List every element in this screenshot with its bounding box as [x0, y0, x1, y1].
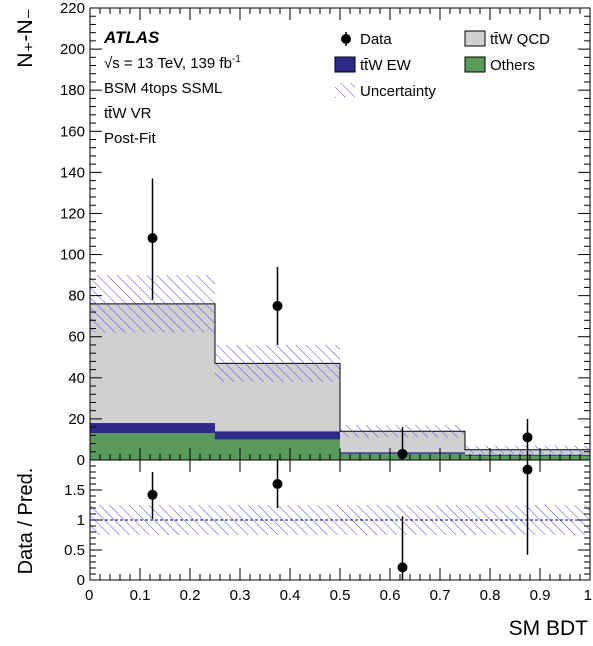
main-y-tick-label: 100 — [60, 247, 85, 264]
region-label: tt̄W VR — [104, 105, 152, 122]
analysis-label: BSM 4tops SSML — [104, 80, 222, 97]
ratio-axis-ticks: 0 0.5 1 1.5 0 0.1 0.2 0.3 0.4 0.5 0.6 0.7 0.8 0.9 1 — [64, 460, 592, 604]
x-tick-label: 0.9 — [530, 587, 551, 604]
legend-swatch-others — [464, 56, 486, 73]
x-tick-label: 0.7 — [430, 587, 451, 604]
ratio-y-tick-label: 1 — [77, 512, 85, 529]
main-y-tick-label: 40 — [68, 370, 85, 387]
ratio-point-bin-2 — [272, 479, 283, 489]
uncertainty-bin-2 — [215, 344, 340, 382]
ratio-point-bin-1 — [147, 489, 158, 500]
main-y-tick-label: 140 — [60, 164, 85, 181]
ratio-y-tick-label: 1.5 — [64, 482, 85, 499]
legend-swatch-tt-w-qcd — [464, 30, 486, 47]
x-axis-title: SM BDT — [509, 617, 589, 640]
x-tick-label: 0.6 — [380, 587, 401, 604]
legend: Data tt̄W QCD tt̄W EW Others Uncertainty — [334, 30, 550, 100]
legend-swatch-tt-w-ew — [334, 56, 356, 73]
bar-others-bin-2 — [215, 439, 340, 460]
x-tick-label: 1 — [584, 587, 592, 604]
main-y-axis-title: N₊-N₋ — [14, 8, 37, 68]
legend-data-marker — [341, 34, 351, 44]
bar-tt-w-ew-bin-2 — [215, 431, 340, 440]
legend-uncertainty-swatch — [335, 83, 355, 98]
main-y-tick-label: 0 — [77, 452, 85, 469]
x-tick-label: 0.3 — [230, 587, 251, 604]
x-tick-label: 0.4 — [280, 587, 301, 604]
energy-lumi-label: √s = 13 TeV, 139 fb-1 — [104, 54, 241, 72]
legend-label-tt-w-qcd: tt̄W QCD — [490, 31, 550, 48]
data-point-bin-3 — [397, 448, 408, 459]
main-y-tick-label: 60 — [68, 329, 85, 346]
x-tick-label: 0.2 — [180, 587, 201, 604]
lumi-superscript: -1 — [232, 54, 241, 65]
main-y-tick-label: 220 — [60, 0, 85, 17]
legend-label-others: Others — [490, 57, 535, 74]
main-y-tick-label: 180 — [60, 82, 85, 99]
fit-state-label: Post-Fit — [104, 130, 157, 147]
bar-tt-w-ew-bin-1 — [90, 423, 215, 434]
main-y-tick-label: 160 — [60, 123, 85, 140]
ratio-point-bin-3 — [397, 562, 408, 573]
x-tick-label: 0 — [85, 587, 93, 604]
x-tick-label: 0.1 — [130, 587, 151, 604]
x-tick-label: 0.5 — [330, 587, 351, 604]
x-tick-label: 0.8 — [480, 587, 501, 604]
ratio-y-axis-title: Data / Pred. — [15, 468, 37, 575]
legend-label-data: Data — [360, 31, 392, 48]
main-y-tick-label: 20 — [68, 411, 85, 428]
data-points — [147, 178, 533, 460]
ratio-points — [147, 460, 533, 580]
legend-label-uncertainty: Uncertainty — [360, 83, 436, 100]
ratio-y-tick-label: 0 — [77, 572, 85, 589]
atlas-label: ATLAS — [103, 28, 160, 47]
legend-label-tt-w-ew: tt̄W EW — [360, 57, 412, 74]
data-point-bin-4 — [522, 432, 533, 443]
ratio-y-tick-label: 0.5 — [64, 542, 85, 559]
ratio-point-bin-4 — [522, 464, 533, 475]
main-y-tick-label: 80 — [68, 288, 85, 305]
data-point-bin-1 — [147, 233, 158, 244]
bar-others-bin-1 — [90, 433, 215, 460]
data-point-bin-2 — [272, 300, 283, 311]
main-axis-ticks: 0 20 40 60 80 100 120 140 160 180 200 220 — [60, 0, 591, 469]
energy-lumi-text: √s = 13 TeV, 139 fb — [104, 55, 232, 72]
main-y-tick-label: 200 — [60, 41, 85, 58]
main-y-tick-label: 120 — [60, 205, 85, 222]
